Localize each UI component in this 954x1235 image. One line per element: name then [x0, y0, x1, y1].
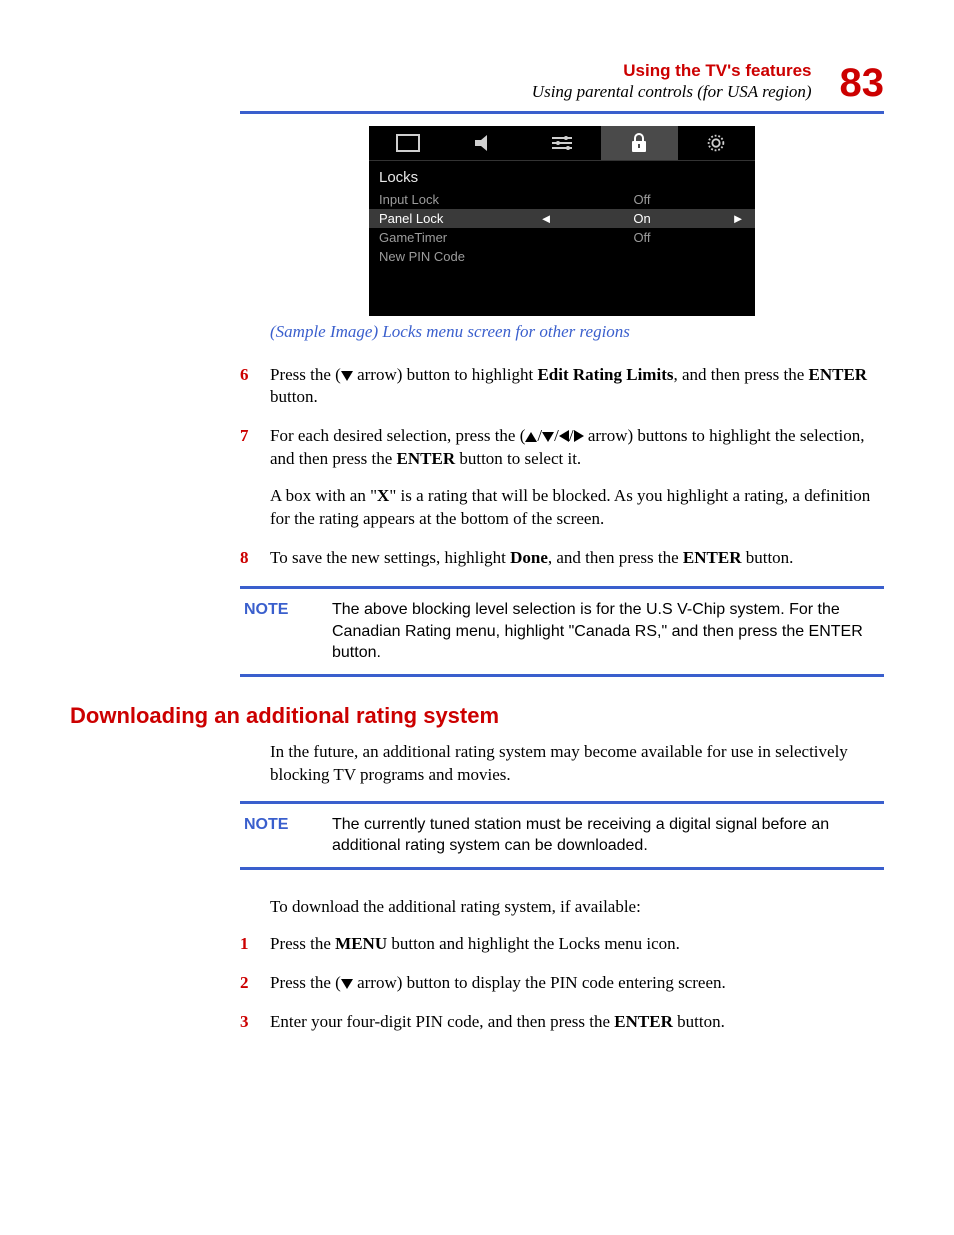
header-rule — [240, 111, 884, 114]
step-1: 1 Press the MENU button and highlight th… — [240, 933, 884, 956]
page: Using the TV's features Using parental c… — [0, 0, 954, 1110]
arrow-left-icon: ◄ — [539, 211, 553, 226]
heading-download-rating: Downloading an additional rating system — [70, 703, 884, 729]
note-label: NOTE — [240, 599, 332, 664]
image-caption: (Sample Image) Locks menu screen for oth… — [270, 322, 884, 342]
right-arrow-icon — [574, 430, 584, 442]
menu-row-new-pin: New PIN Code — [369, 247, 755, 266]
down-arrow-icon — [542, 432, 554, 442]
intro-paragraph: In the future, an additional rating syst… — [270, 741, 884, 787]
menu-row-label: Panel Lock — [379, 211, 539, 226]
step-number: 8 — [240, 547, 270, 570]
step-number: 3 — [240, 1011, 270, 1034]
page-number: 83 — [840, 63, 885, 103]
step-8: 8 To save the new settings, highlight Do… — [240, 547, 884, 570]
tab-sound-icon — [446, 126, 523, 160]
note-label: NOTE — [240, 814, 332, 857]
step-number: 2 — [240, 972, 270, 995]
step-number: 1 — [240, 933, 270, 956]
note-text: The currently tuned station must be rece… — [332, 814, 884, 857]
menu-row-value: On — [553, 211, 731, 226]
note-block-1: NOTE The above blocking level selection … — [240, 586, 884, 677]
step-body: Enter your four-digit PIN code, and then… — [270, 1011, 884, 1034]
step-3: 3 Enter your four-digit PIN code, and th… — [240, 1011, 884, 1034]
menu-row-label: New PIN Code — [379, 249, 539, 264]
menu-row-label: Input Lock — [379, 192, 539, 207]
section-title: Using parental controls (for USA region) — [532, 81, 812, 102]
step-body: Press the ( arrow) button to display the… — [270, 972, 884, 995]
tab-setup-icon — [523, 126, 600, 160]
step-body: For each desired selection, press the (/… — [270, 425, 884, 531]
chapter-title: Using the TV's features — [532, 60, 812, 81]
note-text: The above blocking level selection is fo… — [332, 599, 884, 664]
tab-locks-icon — [601, 126, 678, 160]
menu-row-value: Off — [553, 230, 731, 245]
down-arrow-icon — [341, 371, 353, 381]
step-number: 7 — [240, 425, 270, 531]
step-body: Press the ( arrow) button to highlight E… — [270, 364, 884, 410]
step-6: 6 Press the ( arrow) button to highlight… — [240, 364, 884, 410]
locks-menu-screenshot: Locks Input Lock Off Panel Lock ◄ On ► G… — [369, 126, 755, 316]
arrow-right-icon: ► — [731, 211, 745, 226]
menu-row-label: GameTimer — [379, 230, 539, 245]
step-body: Press the MENU button and highlight the … — [270, 933, 884, 956]
menu-heading: Locks — [369, 161, 755, 190]
down-arrow-icon — [341, 979, 353, 989]
up-arrow-icon — [525, 432, 537, 442]
step-2: 2 Press the ( arrow) button to display t… — [240, 972, 884, 995]
menu-row-panel-lock: Panel Lock ◄ On ► — [369, 209, 755, 228]
menu-row-input-lock: Input Lock Off — [369, 190, 755, 209]
menu-row-value: Off — [553, 192, 731, 207]
tab-preferences-icon — [678, 126, 755, 160]
step-7: 7 For each desired selection, press the … — [240, 425, 884, 531]
page-header: Using the TV's features Using parental c… — [240, 60, 884, 114]
menu-row-gametimer: GameTimer Off — [369, 228, 755, 247]
step-number: 6 — [240, 364, 270, 410]
step-body: To save the new settings, highlight Done… — [270, 547, 884, 570]
menu-tab-bar — [369, 126, 755, 161]
lead-in-paragraph: To download the additional rating system… — [270, 896, 884, 919]
tab-picture-icon — [369, 126, 446, 160]
left-arrow-icon — [559, 430, 569, 442]
note-block-2: NOTE The currently tuned station must be… — [240, 801, 884, 870]
